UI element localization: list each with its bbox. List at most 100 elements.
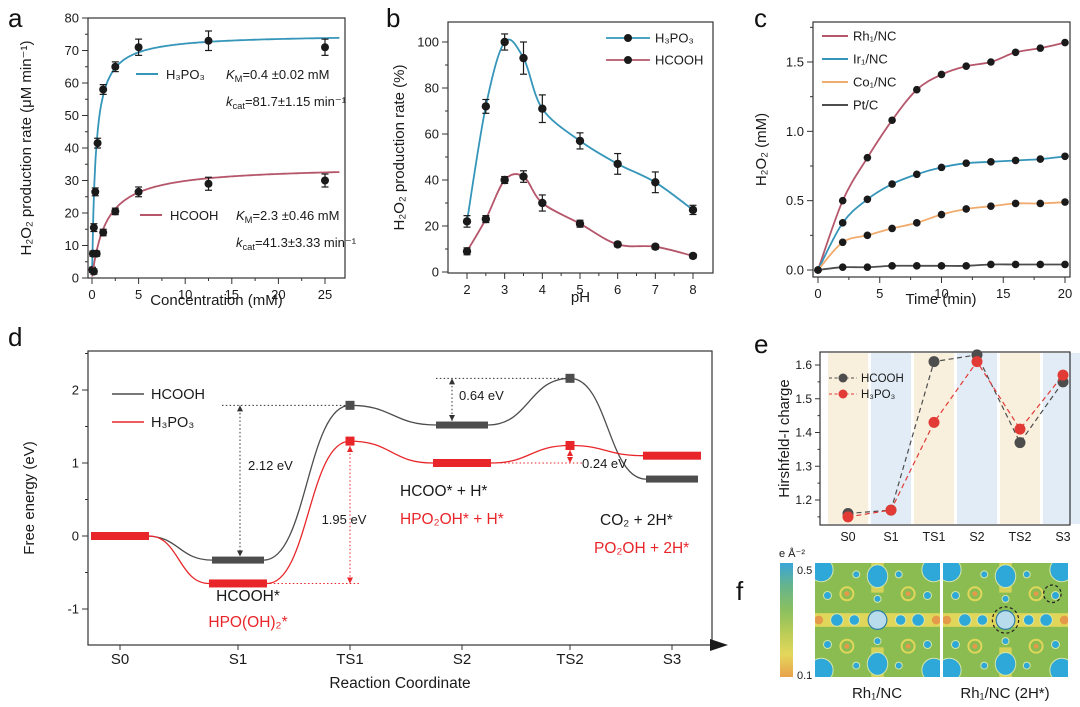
data-point — [888, 116, 896, 125]
data-point — [937, 70, 946, 79]
annotation-arrowhead — [347, 577, 353, 584]
background-band — [957, 353, 997, 524]
background-band — [828, 353, 868, 524]
data-point — [111, 207, 120, 216]
x-tick-label: 4 — [539, 282, 546, 297]
data-point — [519, 53, 528, 63]
data-point — [92, 249, 101, 258]
x-axis-label: Time (min) — [905, 291, 976, 308]
data-point — [838, 196, 847, 205]
y-tick-label: 30 — [65, 173, 79, 188]
x-tick-label: 6 — [614, 282, 621, 297]
legend-label: Pt/C — [853, 98, 878, 113]
ts-marker — [345, 400, 355, 410]
data-point — [913, 85, 921, 94]
x-tick-label: 25 — [318, 287, 332, 302]
annotation-arrowhead — [567, 450, 573, 456]
x-axis-label: Reaction Coordinate — [329, 675, 470, 692]
data-point — [1014, 437, 1026, 449]
y-tick-label: 40 — [65, 141, 79, 156]
ts-marker — [345, 436, 355, 446]
state-label: TS2 — [1009, 530, 1032, 544]
barrier-label: 0.24 eV — [582, 456, 627, 471]
data-point — [1036, 199, 1045, 208]
data-point — [134, 187, 143, 196]
x-tick-label: 0 — [814, 286, 821, 301]
background-band — [914, 353, 954, 524]
data-point — [93, 139, 102, 148]
colorbar-unit: e Å⁻² — [779, 547, 805, 560]
y-tick-label: 1 — [72, 456, 79, 471]
colorbar — [780, 563, 793, 677]
y-tick-label: 20 — [65, 206, 79, 221]
highlight-circle — [991, 606, 1020, 634]
y-tick-label: 60 — [65, 76, 79, 91]
data-point — [462, 217, 472, 226]
legend-dot — [838, 373, 848, 383]
data-point — [1036, 155, 1045, 163]
data-point — [962, 205, 970, 213]
data-point — [1061, 152, 1069, 161]
x-tick-label: 8 — [689, 282, 696, 297]
annotation-arrowhead — [449, 378, 455, 385]
data-point — [937, 163, 946, 172]
species-label: HPO₂OH* + H* — [400, 511, 504, 528]
state-label: S2 — [453, 651, 471, 668]
data-point — [987, 58, 995, 66]
y-axis-label: Free energy (eV) — [21, 441, 38, 554]
legend-dot — [624, 34, 632, 42]
y-tick-label: 80 — [65, 11, 79, 26]
ts-marker — [565, 373, 575, 383]
legend-label: HCOOH — [655, 53, 703, 68]
barrier-label: 0.64 eV — [459, 388, 504, 403]
y-axis-label: Hirshfeld-I charge — [776, 379, 793, 497]
series-dashed-line-1 — [847, 361, 1064, 518]
map-label: Rh₁/NC — [852, 685, 902, 702]
plot-frame — [812, 21, 1071, 278]
state-label: S2 — [969, 530, 984, 544]
state-label: TS2 — [556, 651, 584, 668]
data-point — [321, 176, 329, 185]
y-tick-label: 0.0 — [786, 263, 804, 278]
data-point — [651, 178, 660, 187]
panel-label-d: d — [8, 322, 23, 352]
state-label: TS1 — [923, 530, 946, 544]
species-label: CO₂ + 2H* — [600, 512, 673, 529]
data-point — [89, 267, 98, 276]
data-point — [519, 172, 528, 181]
y-tick-label: -1 — [67, 602, 79, 617]
y-tick-label: 50 — [65, 108, 79, 123]
data-point — [888, 224, 896, 233]
data-point — [1011, 199, 1020, 208]
data-point — [321, 43, 329, 52]
data-point — [481, 102, 491, 111]
kinetics-text: KM=0.4 ±0.02 mM — [226, 67, 329, 84]
data-point — [838, 263, 847, 272]
energy-level — [433, 459, 491, 467]
y-tick-label: 0 — [72, 271, 79, 286]
barrier-label: 1.95 eV — [322, 512, 367, 527]
legend-label: HCOOH — [151, 387, 205, 403]
data-point — [987, 202, 995, 211]
annotation-arrowhead — [237, 550, 243, 557]
data-point — [962, 262, 970, 270]
plot-frame — [87, 350, 713, 646]
energy-level — [643, 451, 701, 460]
data-point — [885, 504, 897, 516]
kinetics-text: kcat=81.7±1.15 min⁻¹ — [226, 94, 347, 111]
data-point — [1011, 260, 1020, 269]
state-label: S0 — [840, 530, 855, 544]
data-point — [1011, 156, 1020, 165]
annotation-arrowhead — [567, 457, 573, 463]
data-point — [838, 219, 847, 227]
data-point — [1036, 44, 1045, 52]
x-tick-label: 15 — [996, 286, 1010, 301]
data-point — [863, 153, 872, 162]
data-point — [987, 158, 995, 166]
data-point — [928, 416, 940, 428]
energy-level — [436, 421, 488, 429]
data-point — [538, 198, 547, 208]
energy-curve-0 — [94, 377, 698, 561]
x-tick-label: 10 — [178, 287, 192, 302]
